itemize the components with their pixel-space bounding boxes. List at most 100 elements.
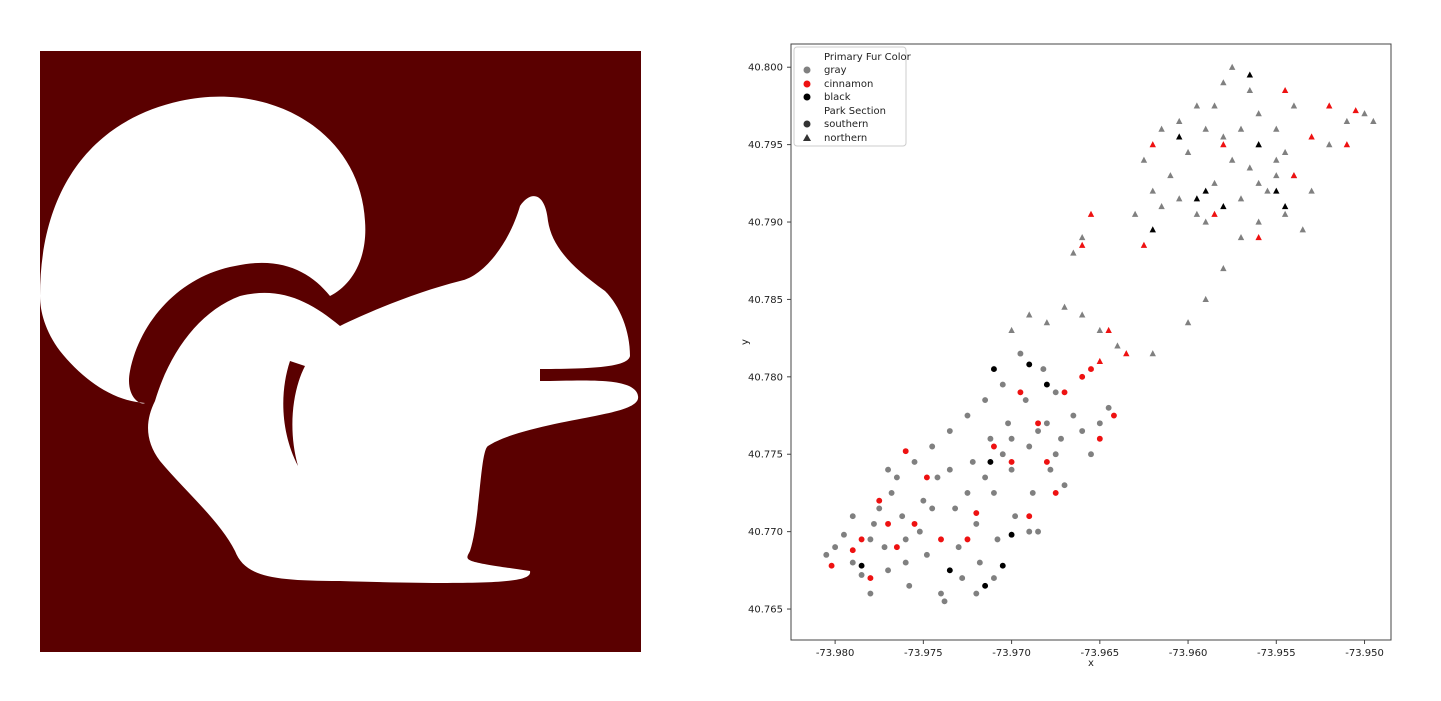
scatter-point-gray-northern: [1290, 102, 1298, 109]
scatter-point-gray-southern: [937, 589, 945, 598]
scatter-point-black-northern: [1176, 133, 1183, 140]
points-layer: [822, 63, 1377, 605]
scatter-point-gray-southern: [1007, 466, 1016, 474]
scatter-point-cinnamon-northern: [1352, 107, 1359, 114]
scatter-point-cinnamon-southern: [849, 546, 857, 554]
y-tick-label: 40.785: [748, 295, 783, 306]
legend-marker-southern: [803, 120, 811, 128]
scatter-point-gray-northern: [1281, 148, 1289, 155]
squirrel-silhouette-icon: [40, 96, 366, 404]
scatter-point-gray-southern: [1034, 527, 1042, 536]
scatter-point-cinnamon-southern: [893, 543, 901, 551]
scatter-point-cinnamon-southern: [827, 562, 836, 570]
scatter-point-cinnamon-southern: [1087, 365, 1095, 373]
scatter-point-gray-southern: [910, 458, 919, 466]
scatter-point-gray-southern: [999, 450, 1007, 458]
scatter-point-gray-northern: [1370, 117, 1377, 125]
scatter-point-gray-southern: [866, 589, 875, 598]
scatter-point-cinnamon-southern: [866, 574, 875, 582]
scatter-point-cinnamon-northern: [1290, 172, 1298, 179]
scatter-point-gray-southern: [822, 551, 830, 559]
scatter-point-cinnamon-northern: [1123, 350, 1130, 357]
scatter-point-gray-northern: [1228, 156, 1236, 163]
legend: Primary Fur Color gray cinnamon black Pa…: [793, 46, 912, 147]
scatter-point-gray-southern: [898, 512, 906, 520]
scatter-point-cinnamon-northern: [1105, 326, 1112, 333]
scatter-point-black-northern: [1255, 141, 1262, 148]
squirrel-silhouette-panel: [40, 51, 641, 652]
scatter-point-cinnamon-southern: [990, 442, 998, 451]
scatter-point-gray-southern: [840, 531, 848, 539]
scatter-point-cinnamon-northern: [1140, 241, 1148, 248]
scatter-point-gray-southern: [1025, 442, 1033, 451]
scatter-point-gray-northern: [1176, 117, 1183, 125]
scatter-point-gray-northern: [1255, 179, 1262, 186]
scatter-point-gray-northern: [1220, 133, 1227, 140]
scatter-point-gray-northern: [1211, 179, 1218, 186]
scatter-point-cinnamon-southern: [1078, 373, 1086, 381]
scatter-point-gray-southern: [986, 435, 995, 443]
scatter-point-gray-northern: [1228, 63, 1236, 70]
scatter-point-gray-northern: [1043, 319, 1051, 326]
scatter-point-gray-southern: [958, 574, 966, 582]
scatter-point-gray-northern: [1211, 102, 1218, 109]
scatter-point-black-southern: [1007, 531, 1016, 539]
scatter-point-gray-southern: [946, 466, 954, 474]
scatter-point-gray-southern: [1096, 419, 1104, 427]
scatter-point-gray-southern: [928, 504, 936, 513]
scatter-point-gray-southern: [1052, 450, 1060, 458]
scatter-point-gray-northern: [1343, 117, 1351, 125]
scatter-point-gray-southern: [981, 396, 989, 404]
scatter-point-gray-northern: [1149, 350, 1156, 357]
scatter-point-gray-northern: [1184, 148, 1192, 155]
scatter-point-gray-southern: [963, 411, 972, 420]
y-tick-label: 40.775: [748, 450, 783, 461]
scatter-point-gray-northern: [1273, 156, 1280, 163]
scatter-point-cinnamon-northern: [1087, 210, 1095, 217]
scatter-point-cinnamon-southern: [1052, 489, 1060, 497]
scatter-point-gray-northern: [1202, 218, 1209, 225]
scatter-point-gray-northern: [1149, 187, 1156, 194]
scatter-point-gray-northern: [1237, 125, 1245, 132]
scatter-point-gray-northern: [1176, 195, 1183, 202]
scatter-point-gray-southern: [880, 543, 889, 551]
legend-label-black: black: [824, 92, 851, 103]
scatter-point-gray-southern: [1043, 419, 1051, 427]
scatter-point-cinnamon-northern: [1343, 141, 1351, 148]
scatter-point-cinnamon-southern: [923, 473, 931, 482]
scatter-point-gray-southern: [972, 520, 980, 528]
scatter-point-gray-southern: [1029, 489, 1037, 497]
scatter-point-cinnamon-southern: [1034, 419, 1042, 427]
y-axis-label: y: [740, 339, 751, 345]
scatter-point-black-northern: [1202, 187, 1209, 194]
scatter-point-gray-southern: [1078, 427, 1086, 435]
scatter-point-cinnamon-southern: [902, 447, 910, 455]
scatter-point-gray-northern: [1273, 125, 1280, 132]
scatter-point-gray-southern: [1004, 419, 1012, 427]
scatter-point-cinnamon-southern: [884, 520, 892, 528]
scatter-point-gray-southern: [946, 427, 954, 435]
scatter-point-gray-southern: [893, 473, 901, 482]
scatter-point-gray-southern: [1034, 427, 1042, 435]
scatter-point-gray-southern: [999, 380, 1007, 389]
scatter-point-gray-northern: [1255, 110, 1262, 117]
scatter-point-gray-southern: [902, 558, 910, 567]
scatter-point-black-southern: [990, 365, 998, 373]
scatter-point-gray-northern: [1078, 234, 1086, 241]
scatter-point-gray-southern: [1022, 396, 1030, 404]
scatter-point-gray-southern: [990, 574, 998, 582]
scatter-point-gray-northern: [1070, 249, 1077, 256]
scatter-point-black-southern: [999, 562, 1007, 570]
scatter-point-gray-northern: [1308, 187, 1315, 194]
scatter-point-gray-northern: [1326, 141, 1333, 148]
scatter-point-cinnamon-northern: [1281, 86, 1289, 94]
scatter-point-gray-northern: [1008, 326, 1015, 333]
scatter-point-gray-northern: [1140, 156, 1148, 163]
scatter-point-gray-southern: [1039, 365, 1048, 373]
scatter-point-cinnamon-southern: [1043, 458, 1051, 466]
scatter-point-black-northern: [1281, 203, 1289, 210]
scatter-point-cinnamon-southern: [963, 535, 972, 544]
scatter-point-gray-southern: [940, 597, 949, 605]
scatter-point-cinnamon-southern: [1025, 512, 1033, 520]
